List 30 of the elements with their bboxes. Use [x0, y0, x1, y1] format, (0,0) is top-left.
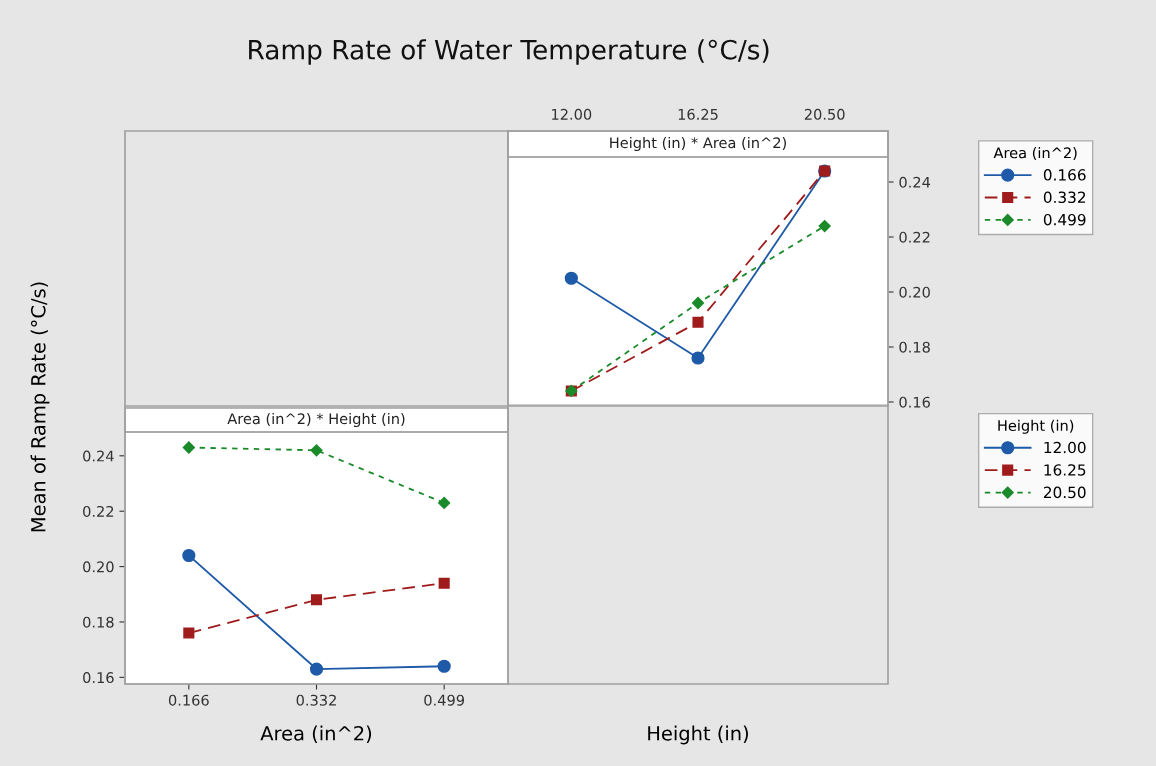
x-axis-title: Area (in^2) [260, 725, 372, 743]
legend-label: 0.332 [1043, 191, 1086, 204]
y-axis-title: Mean of Ramp Rate (°C/s) [30, 282, 50, 532]
x-tick-label: 0.166 [168, 694, 209, 706]
y-tick-label: 0.24 [899, 176, 931, 188]
y-tick-label: 0.16 [83, 672, 114, 684]
y-tick-label: 0.24 [83, 450, 114, 462]
x-tick-label: 12.00 [552, 108, 592, 120]
y-tick-label: 0.22 [83, 505, 114, 517]
y-tick-label: 0.20 [899, 286, 930, 298]
x-axis-title: Height (in) [648, 725, 749, 745]
x-tick-label: 16.25 [678, 108, 718, 120]
y-tick-label: 0.18 [899, 341, 930, 353]
legend-title: Area (in^2) [993, 147, 1077, 161]
legend-label: 0.166 [1043, 169, 1086, 181]
x-tick-label: 20.50 [804, 108, 845, 120]
y-tick-label: 0.16 [899, 396, 930, 408]
legend-title: Height (in) [998, 419, 1074, 434]
legend-label: 20.50 [1043, 486, 1086, 499]
legend-label: 16.25 [1044, 464, 1086, 476]
y-tick-label: 0.20 [83, 561, 114, 573]
chart-subtitle: Height (in) * Area (in^2) [610, 136, 786, 152]
chart-subtitle: Area (in^2) * Height (in) [227, 412, 405, 428]
x-tick-label: 0.499 [424, 694, 465, 706]
y-tick-label: 0.22 [899, 231, 930, 243]
legend-label: 0.499 [1043, 213, 1086, 226]
y-tick-label: 0.18 [83, 616, 114, 628]
legend-label: 12.00 [1044, 441, 1086, 454]
x-tick-label: 0.332 [296, 694, 336, 706]
chart-title: Ramp Rate of Water Temperature (°C/s) [249, 39, 769, 65]
